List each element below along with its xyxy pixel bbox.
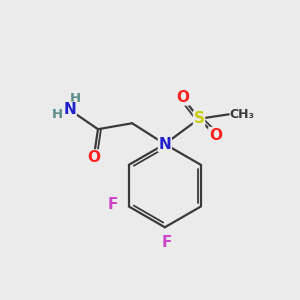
Text: F: F: [161, 235, 172, 250]
Text: H: H: [52, 108, 63, 121]
Text: O: O: [209, 128, 222, 142]
Text: N: N: [63, 102, 76, 117]
Text: CH₃: CH₃: [230, 108, 254, 121]
Text: O: O: [87, 150, 100, 165]
Text: H: H: [70, 92, 81, 105]
Text: N: N: [158, 136, 171, 152]
Text: S: S: [194, 111, 205, 126]
Text: O: O: [176, 90, 189, 105]
Text: F: F: [107, 197, 118, 212]
